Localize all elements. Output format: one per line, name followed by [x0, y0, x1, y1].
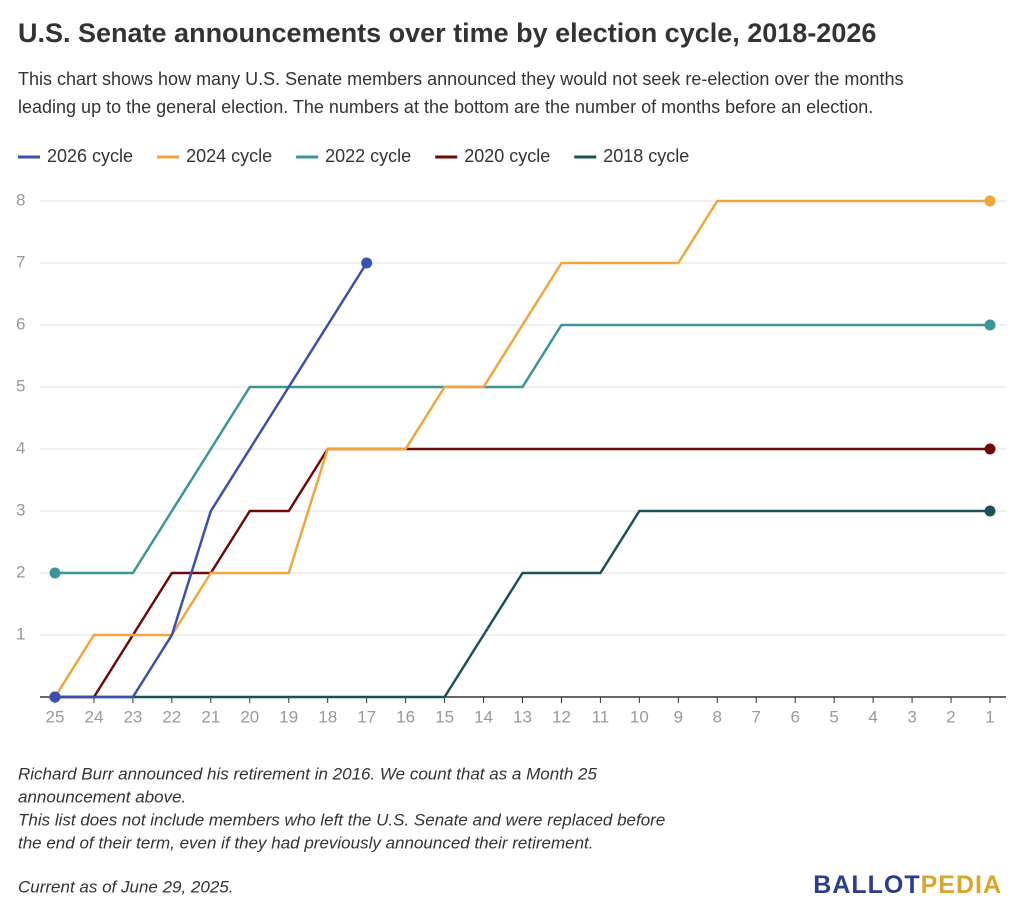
subtitle: leading up to the general election. The …: [18, 97, 873, 117]
y-tick-label: 3: [16, 500, 25, 519]
legend-label: 2026 cycle: [47, 146, 133, 166]
x-tick-label: 6: [790, 707, 799, 726]
end-dot: [361, 257, 373, 269]
note: announcement above.: [18, 787, 186, 806]
x-tick-label: 23: [123, 707, 142, 726]
x-tick-label: 7: [752, 707, 761, 726]
x-tick-label: 2: [946, 707, 955, 726]
x-tick-label: 1: [985, 707, 994, 726]
legend-label: 2020 cycle: [464, 146, 550, 166]
end-dot: [984, 195, 996, 207]
x-tick-label: 14: [474, 707, 493, 726]
x-tick-label: 19: [279, 707, 298, 726]
x-tick-label: 11: [592, 707, 610, 726]
legend-label: 2018 cycle: [603, 146, 689, 166]
x-tick-label: 21: [201, 707, 220, 726]
x-tick-label: 3: [907, 707, 916, 726]
end-dot: [49, 567, 61, 579]
x-tick-label: 12: [552, 707, 571, 726]
x-tick-label: 22: [162, 707, 181, 726]
x-tick-label: 8: [713, 707, 722, 726]
series-line: [55, 323, 990, 575]
x-tick-label: 16: [396, 707, 415, 726]
y-tick-label: 5: [16, 376, 25, 395]
series-line: [55, 262, 368, 699]
y-tick-label: 1: [16, 624, 25, 643]
x-tick-label: 15: [435, 707, 454, 726]
x-tick-label: 4: [868, 707, 877, 726]
y-tick-label: 4: [16, 438, 25, 457]
x-tick-label: 10: [630, 707, 649, 726]
chart-title: U.S. Senate announcements over time by e…: [18, 18, 876, 48]
logo: BALLOTPEDIA: [813, 871, 1002, 899]
end-dot: [984, 319, 996, 331]
series-line: [55, 509, 990, 699]
end-dot: [984, 505, 996, 517]
source: Current as of June 29, 2025.: [18, 877, 233, 896]
x-tick-label: 13: [513, 707, 532, 726]
x-tick-label: 9: [674, 707, 683, 726]
legend-label: 2024 cycle: [186, 146, 272, 166]
note: Richard Burr announced his retirement in…: [18, 764, 598, 783]
end-dot: [49, 691, 61, 703]
y-tick-label: 6: [16, 314, 25, 333]
series-line: [53, 199, 990, 698]
subtitle: This chart shows how many U.S. Senate me…: [18, 69, 903, 89]
x-tick-label: 24: [84, 707, 103, 726]
x-tick-label: 17: [357, 707, 376, 726]
x-tick-label: 5: [829, 707, 838, 726]
note: This list does not include members who l…: [18, 810, 665, 829]
x-tick-label: 20: [240, 707, 259, 726]
x-tick-label: 18: [318, 707, 337, 726]
end-dot: [984, 443, 996, 455]
y-tick-label: 2: [16, 562, 25, 581]
legend-label: 2022 cycle: [325, 146, 411, 166]
y-tick-label: 8: [16, 190, 25, 209]
logo-part: BALLOT: [813, 871, 920, 899]
logo-part: PEDIA: [921, 871, 1002, 899]
x-tick-label: 25: [46, 707, 65, 726]
note: the end of their term, even if they had …: [18, 833, 594, 852]
y-tick-label: 7: [16, 252, 25, 271]
